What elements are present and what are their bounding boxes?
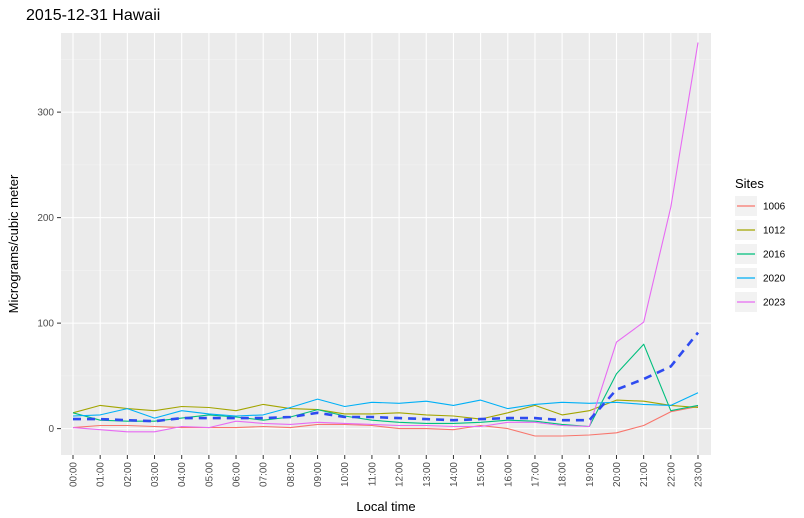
y-tick-label: 300 xyxy=(37,108,54,119)
mean-line xyxy=(73,331,700,423)
series-lines xyxy=(72,42,699,437)
x-tick-label: 02:00 xyxy=(123,462,134,487)
x-tick-label: 00:00 xyxy=(69,462,80,487)
x-axis-title: Local time xyxy=(356,499,415,514)
x-tick-label: 18:00 xyxy=(558,462,569,487)
series-line-2020 xyxy=(72,392,699,419)
chart-title: 2015-12-31 Hawaii xyxy=(26,7,160,24)
x-tick-label: 04:00 xyxy=(177,462,188,487)
x-tick-label: 15:00 xyxy=(476,462,487,487)
x-tick-label: 19:00 xyxy=(585,462,596,487)
legend-label-2023: 2023 xyxy=(763,298,786,309)
x-tick-label: 01:00 xyxy=(96,462,107,487)
y-axis: 0 100 200 300 xyxy=(37,108,61,435)
series-line-2023 xyxy=(72,42,699,433)
legend-label-2020: 2020 xyxy=(763,274,786,285)
x-tick-label: 22:00 xyxy=(666,462,677,487)
x-tick-label: 08:00 xyxy=(286,462,297,487)
x-tick-label: 17:00 xyxy=(530,462,541,487)
x-tick-label: 07:00 xyxy=(259,462,270,487)
x-tick-label: 14:00 xyxy=(449,462,460,487)
x-tick-label: 16:00 xyxy=(503,462,514,487)
x-tick-label: 20:00 xyxy=(612,462,623,487)
x-tick-label: 09:00 xyxy=(313,462,324,487)
legend-title: Sites xyxy=(735,176,764,191)
y-axis-title: Micrograms/cubic meter xyxy=(6,174,21,313)
x-axis: 00:00 01:00 02:00 03:00 04:00 05:00 06:00 07:00… xyxy=(69,455,705,487)
x-tick-label: 12:00 xyxy=(395,462,406,487)
mean-dashed-line xyxy=(73,331,700,423)
y-tick-label: 100 xyxy=(37,319,54,330)
legend-label-1012: 1012 xyxy=(763,226,786,237)
legend-label-2016: 2016 xyxy=(763,250,786,261)
grid xyxy=(61,33,711,455)
x-tick-label: 13:00 xyxy=(422,462,433,487)
x-tick-label: 03:00 xyxy=(150,462,161,487)
x-tick-label: 11:00 xyxy=(367,462,378,487)
plot-panel xyxy=(61,33,711,455)
x-tick-label: 05:00 xyxy=(204,462,215,487)
x-tick-label: 23:00 xyxy=(694,462,705,487)
x-tick-label: 10:00 xyxy=(340,462,351,487)
y-tick-label: 0 xyxy=(48,424,54,435)
series-line-1012 xyxy=(72,399,699,420)
legend-label-1006: 1006 xyxy=(763,202,786,213)
x-tick-label: 06:00 xyxy=(232,462,243,487)
y-tick-label: 200 xyxy=(37,213,54,224)
legend: 1006 1012 2016 2020 2023 xyxy=(735,196,786,312)
x-tick-label: 21:00 xyxy=(639,462,650,487)
